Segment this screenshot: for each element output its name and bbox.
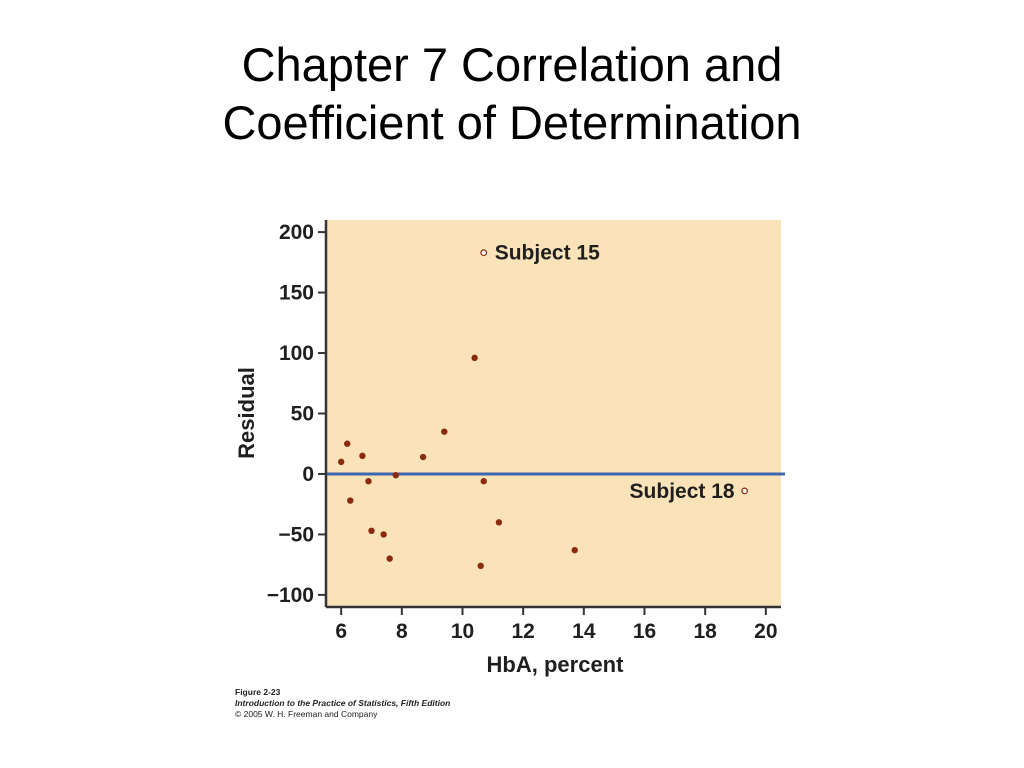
subject-18-label: Subject 18 xyxy=(630,480,735,503)
figure-number: Figure 2-23 xyxy=(235,687,281,697)
slide-title-line-1: Chapter 7 Correlation and xyxy=(241,38,783,91)
x-tick-label: 16 xyxy=(633,620,656,643)
book-title: Introduction to the Practice of Statisti… xyxy=(235,698,451,708)
slide-title-line-2: Coefficient of Determination xyxy=(222,96,802,149)
slide-title: Chapter 7 Correlation and Coefficient of… xyxy=(0,36,1024,152)
y-tick-label: −100 xyxy=(267,584,314,607)
x-tick-label: 18 xyxy=(693,620,717,643)
data-point xyxy=(392,471,399,479)
y-tick-label: −50 xyxy=(278,523,314,546)
x-tick-label: 14 xyxy=(572,620,596,643)
subject-18-point xyxy=(741,487,748,495)
data-point xyxy=(380,531,387,538)
data-point xyxy=(347,497,354,504)
y-tick-label: 150 xyxy=(279,282,314,305)
data-point xyxy=(337,458,345,466)
data-point xyxy=(441,428,448,435)
subject-15-label: Subject 15 xyxy=(495,242,600,265)
y-tick-label: 200 xyxy=(279,221,314,244)
y-tick-label: 50 xyxy=(291,403,314,426)
x-tick-label: 20 xyxy=(754,620,777,643)
copyright-notice: © 2005 W. H. Freeman and Company xyxy=(235,709,378,719)
data-point xyxy=(480,478,487,485)
figure-caption: Figure 2-23 Introduction to the Practice… xyxy=(235,687,450,720)
data-point xyxy=(571,546,578,554)
data-point xyxy=(471,354,478,362)
x-axis-label: HbA, percent xyxy=(487,652,625,677)
y-tick-label: 100 xyxy=(279,342,314,365)
plot-area xyxy=(326,220,781,607)
data-point xyxy=(495,519,503,526)
data-point xyxy=(368,527,375,535)
data-point xyxy=(344,440,351,447)
y-axis-label: Residual xyxy=(234,367,259,459)
data-point xyxy=(359,452,366,460)
residual-scatter-chart: 200 150 100 50 0 −50 −100 6 8 10 12 14 16 18 20 Subjec… xyxy=(234,220,785,677)
data-point xyxy=(419,453,427,461)
x-tick-label: 8 xyxy=(396,620,408,643)
data-point xyxy=(386,555,393,562)
data-point xyxy=(365,478,372,485)
x-tick-label: 6 xyxy=(335,620,347,643)
x-tick-label: 10 xyxy=(451,620,474,643)
x-tick-label: 12 xyxy=(511,620,534,643)
subject-15-point xyxy=(480,249,488,257)
data-point xyxy=(477,562,484,570)
y-tick-label: 0 xyxy=(302,463,314,486)
